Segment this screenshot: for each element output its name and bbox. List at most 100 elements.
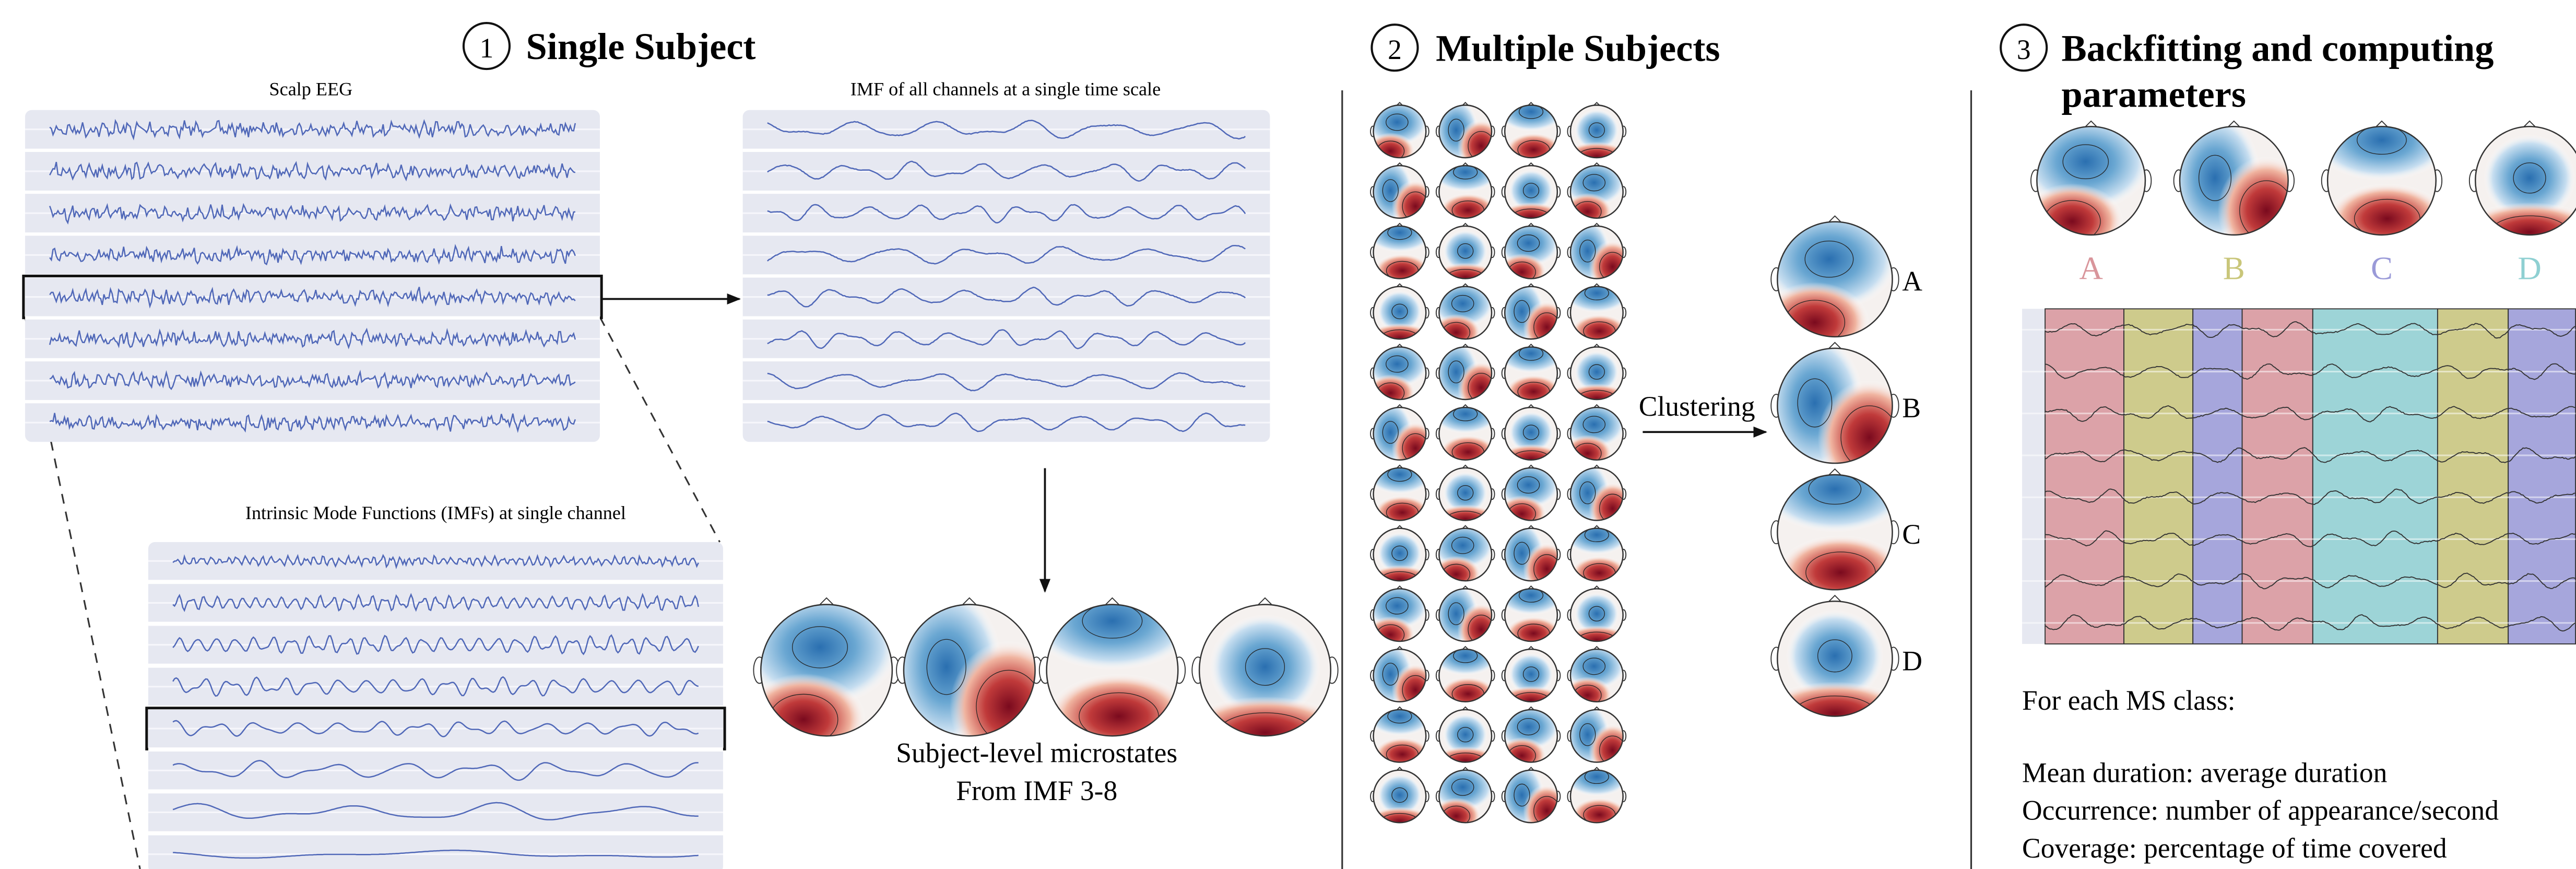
parameter: Mean duration: average duration (2022, 757, 2387, 788)
red-region (1365, 807, 1434, 836)
red-region (1374, 496, 1432, 530)
topomap (741, 588, 899, 766)
red-region (1431, 797, 1481, 834)
class-label: D (1902, 645, 1922, 676)
row-gap (743, 274, 1270, 277)
topomap (1365, 340, 1428, 412)
label: Intrinsic Mode Functions (IMFs) at singl… (245, 502, 626, 523)
topomap (1431, 522, 1494, 593)
topomap (1365, 99, 1428, 170)
caption: From IMF 3-8 (956, 775, 1117, 806)
topomap (1431, 710, 1499, 776)
segment (2313, 309, 2438, 644)
red-region (1365, 133, 1415, 169)
red-region (1365, 374, 1415, 411)
red-region (1374, 254, 1432, 288)
topomap (1431, 226, 1499, 292)
row-gap (148, 747, 723, 751)
row-gap (148, 789, 723, 793)
row-gap (25, 191, 600, 194)
panel-title: parameters (2062, 73, 2246, 115)
red-region (1439, 435, 1497, 469)
red-region (1365, 616, 1415, 653)
panel-number: 3 (2017, 34, 2031, 65)
blue-region (1497, 334, 1565, 373)
topomap (1563, 347, 1631, 413)
red-region (1570, 797, 1628, 831)
topomap (1766, 334, 1921, 495)
topomap (1431, 468, 1499, 534)
red-region (1497, 496, 1547, 532)
topomap (2169, 113, 2315, 265)
red-region (2020, 183, 2123, 259)
red-region (1777, 535, 1904, 610)
topomap (1563, 589, 1631, 654)
topomap (1431, 280, 1494, 351)
blue-region (1431, 394, 1499, 433)
red-region (1505, 374, 1563, 408)
topomap (1497, 166, 1565, 231)
blue-region (1497, 92, 1565, 131)
row-gap (25, 316, 600, 320)
blue-region (1365, 213, 1434, 252)
topomap (1563, 401, 1626, 472)
red-region (1497, 254, 1547, 290)
row-gap (148, 622, 723, 626)
red-region (1570, 314, 1628, 348)
row-gap (743, 400, 1270, 403)
label: Scalp EEG (269, 78, 353, 99)
topomap (1497, 407, 1565, 473)
topomap (1431, 764, 1494, 835)
row-gap (743, 232, 1270, 236)
red-region (1505, 616, 1563, 650)
arrow-label: Clustering (1639, 391, 1755, 422)
segment (2508, 309, 2575, 644)
topomap (2020, 113, 2150, 259)
red-region (1563, 435, 1613, 472)
row-gap (25, 232, 600, 236)
class-label: A (1902, 266, 1922, 297)
blue-region (1027, 572, 1198, 671)
class-label: A (2079, 250, 2102, 287)
row-gap (148, 580, 723, 584)
red-region (1179, 697, 1350, 769)
red-region (1505, 133, 1563, 167)
row-gap (743, 316, 1270, 320)
class-label: D (2518, 250, 2541, 287)
panel-title: Backfitting and computing (2062, 27, 2494, 69)
topomap (1497, 219, 1560, 290)
topomap (1365, 582, 1428, 653)
red-region (2218, 156, 2315, 265)
red-region (1563, 193, 1613, 230)
row-gap (743, 149, 1270, 152)
class-label: B (2223, 250, 2245, 287)
topomap (1563, 159, 1626, 230)
parameter: Coverage: percentage of time covered (2022, 832, 2447, 864)
red-region (1570, 556, 1628, 590)
topomap (1365, 529, 1434, 594)
red-region (2327, 183, 2447, 254)
topomap (1365, 287, 1434, 353)
row-gap (25, 149, 600, 152)
panel-title: Single Subject (526, 26, 755, 67)
red-region (1563, 677, 1613, 713)
segment (2242, 309, 2313, 644)
topomap (1365, 770, 1434, 836)
row-gap (743, 191, 1270, 194)
red-region (1374, 737, 1432, 771)
topomap (1497, 461, 1560, 532)
figure: 1 Single Subject Scalp EEG IMF of all ch… (0, 0, 2576, 869)
topomap (1563, 105, 1631, 171)
parameter: Occurrence: number of appearance/second (2022, 795, 2499, 826)
topomap (1497, 703, 1560, 774)
panel-number: 2 (1388, 34, 1402, 65)
row-gap (148, 831, 723, 836)
topomap (1497, 649, 1565, 715)
segment (2124, 309, 2193, 644)
topomap (1563, 643, 1626, 714)
segment (2193, 309, 2242, 644)
red-region (741, 674, 866, 766)
row-gap (148, 664, 723, 668)
row-gap (25, 400, 600, 403)
segment (2438, 309, 2508, 644)
